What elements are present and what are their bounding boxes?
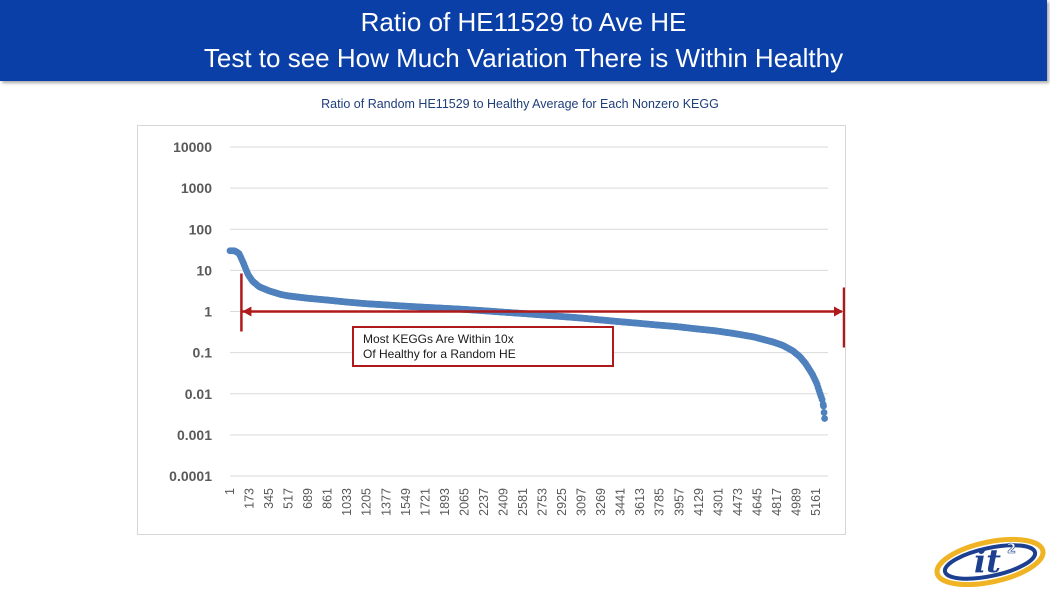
annotation-line2: Of Healthy for a Random HE — [363, 347, 516, 361]
y-tick-label: 1 — [204, 304, 212, 320]
x-tick-label: 1 — [223, 488, 237, 495]
x-tick-label: 2409 — [496, 488, 510, 516]
y-tick-label: 0.01 — [185, 386, 212, 402]
x-tick-label: 4301 — [711, 488, 725, 516]
logo-swoosh — [934, 536, 1046, 587]
x-tick-label: 345 — [262, 488, 276, 509]
x-tick-label: 2925 — [555, 488, 569, 516]
x-tick-label: 4129 — [692, 488, 706, 516]
x-tick-label: 1205 — [360, 488, 374, 516]
slide-title-line2: Test to see How Much Variation There is … — [203, 43, 844, 73]
y-tick-label: 10000 — [173, 139, 212, 155]
x-tick-label: 4817 — [770, 488, 784, 516]
x-tick-label: 1033 — [340, 488, 354, 516]
scatter-plot: 0.0001 0.001 0.01 0.1 1 10 100 1000 10000 1 173 34… — [169, 139, 845, 516]
gridlines — [230, 146, 828, 477]
slide-title-line1: Ratio of HE11529 to Ave HE — [360, 7, 687, 37]
y-tick-label: 0.1 — [193, 345, 213, 361]
reference-range-marker — [240, 273, 845, 348]
slide-header: Ratio of HE11529 to Ave HE Test to see H… — [0, 0, 1047, 81]
y-tick-label: 0.001 — [177, 427, 212, 443]
x-tick-label: 5161 — [809, 488, 823, 516]
x-tick-label: 3613 — [633, 488, 647, 516]
data-series — [226, 247, 829, 422]
y-tick-label: 0.0001 — [169, 468, 212, 484]
y-tick-label: 100 — [189, 221, 213, 237]
x-tick-label: 861 — [321, 488, 335, 509]
x-tick-label: 2753 — [536, 488, 550, 516]
x-tick-label: 1721 — [418, 488, 432, 516]
x-tick-labels: 1 173 345 517 689 861 1033 1205 1377 1549 1721 1893… — [223, 488, 823, 516]
x-tick-label: 4473 — [731, 488, 745, 516]
logo-superscript: 2 — [1007, 542, 1016, 557]
x-tick-label: 2237 — [477, 488, 491, 516]
chart-title: Ratio of Random HE11529 to Healthy Avera… — [321, 97, 719, 111]
x-tick-label: 4645 — [750, 488, 764, 516]
logo-text: it — [974, 542, 1001, 580]
data-point — [820, 402, 827, 410]
annotation-line1: Most KEGGs Are Within 10x — [363, 332, 514, 346]
y-tick-labels: 0.0001 0.001 0.01 0.1 1 10 100 1000 10000 — [169, 139, 212, 484]
x-tick-label: 517 — [282, 488, 296, 509]
x-tick-label: 3097 — [575, 488, 589, 516]
x-tick-label: 2581 — [516, 488, 530, 516]
x-tick-label: 1893 — [438, 488, 452, 516]
data-point — [820, 409, 828, 416]
annotation-box: Most KEGGs Are Within 10x Of Healthy for… — [352, 326, 614, 367]
reference-arrow-right — [834, 306, 843, 317]
reference-arrow-left — [242, 306, 252, 317]
x-tick-label: 4989 — [789, 488, 803, 516]
logo-swoosh-inner — [942, 543, 1038, 581]
data-point — [821, 415, 829, 422]
chart-area: 0.0001 0.001 0.01 0.1 1 10 100 1000 10000 1 173 34… — [137, 125, 846, 535]
x-tick-label: 3441 — [614, 488, 628, 516]
y-tick-label: 1000 — [181, 180, 212, 196]
x-tick-label: 3785 — [653, 488, 667, 516]
x-tick-label: 3269 — [594, 488, 608, 516]
it2-logo: it 2 — [934, 536, 1046, 587]
x-tick-label: 173 — [243, 488, 257, 509]
x-tick-label: 2065 — [457, 488, 471, 516]
y-tick-label: 10 — [196, 262, 212, 278]
x-tick-label: 1377 — [379, 488, 393, 516]
x-tick-label: 1549 — [399, 488, 413, 516]
x-tick-label: 689 — [301, 488, 315, 509]
x-tick-label: 3957 — [672, 488, 686, 516]
